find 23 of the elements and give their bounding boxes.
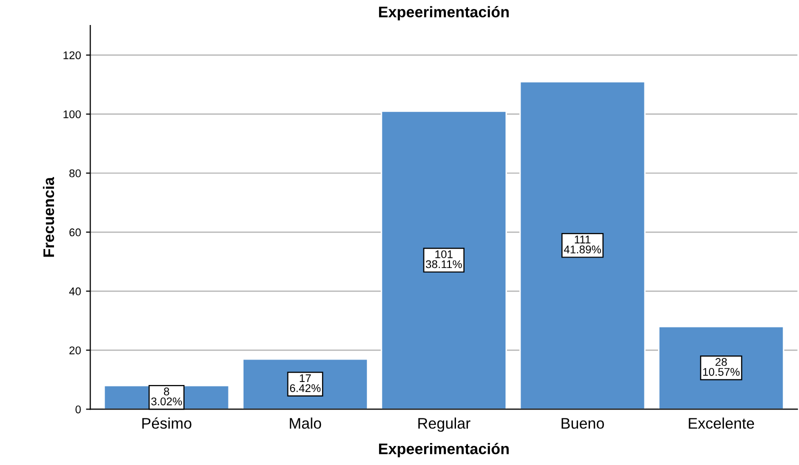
bar xyxy=(658,326,784,410)
x-tick-label: Malo xyxy=(290,418,322,429)
x-tick-label: Excelente xyxy=(688,418,754,429)
bar xyxy=(519,80,646,410)
data-label: 28 10.57% xyxy=(703,358,740,376)
y-axis-title: Frecuencia xyxy=(42,176,54,257)
x-axis-title: Expeerimentación xyxy=(379,442,509,458)
y-tick-label: 0 xyxy=(76,405,81,414)
data-label: 111 41.89% xyxy=(564,236,601,254)
chart-title: Expeerimentación xyxy=(379,6,509,20)
x-tick-label: Bueno xyxy=(562,418,604,429)
bar xyxy=(380,110,507,410)
y-tick-label: 100 xyxy=(64,110,81,118)
y-tick-label: 80 xyxy=(69,169,81,178)
y-tick-label: 60 xyxy=(69,228,81,236)
y-tick-label: 40 xyxy=(69,287,81,296)
data-label: 17 6.42% xyxy=(290,374,321,392)
data-label: 101 38.11% xyxy=(426,250,462,268)
x-tick-label: Regular xyxy=(418,418,470,432)
x-tick-label: Pésimo xyxy=(142,417,192,429)
y-tick-label: 120 xyxy=(64,51,81,60)
y-tick-label: 20 xyxy=(69,346,81,354)
data-label: 8 3.02% xyxy=(151,388,182,406)
